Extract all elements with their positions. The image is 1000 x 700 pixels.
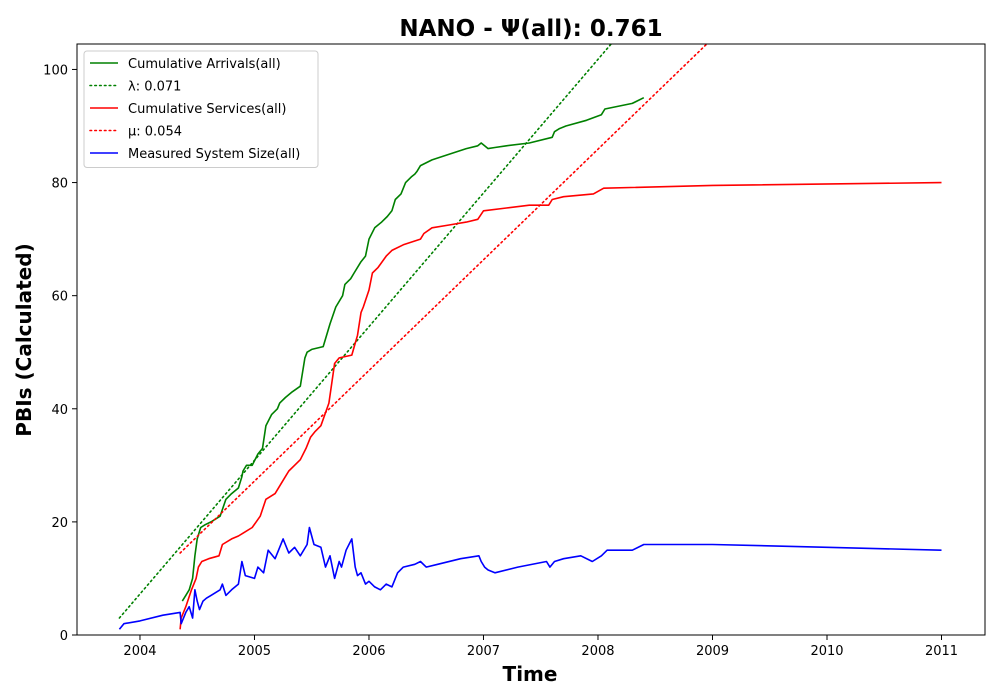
legend-label-1: λ: 0.071 [128, 80, 181, 95]
series-line-0 [181, 96, 645, 602]
y-tick-label-2: 40 [51, 403, 68, 418]
legend-label-4: Measured System Size(all) [128, 147, 300, 162]
y-tick-label-5: 100 [43, 63, 68, 78]
series-line-3 [179, 44, 708, 554]
x-tick-label-2: 2006 [352, 644, 385, 659]
x-tick-label-3: 2007 [467, 644, 500, 659]
series-layer [118, 44, 942, 630]
x-tick-label-5: 2009 [696, 644, 729, 659]
x-axis-label: Time [503, 662, 558, 686]
series-line-2 [179, 181, 942, 630]
plot-frame [76, 43, 986, 636]
y-tick-label-4: 80 [51, 177, 68, 192]
x-axis: 2004 2005 2006 2007 2008 2009 2010 2011 [123, 635, 958, 659]
legend-label-0: Cumulative Arrivals(all) [128, 57, 281, 72]
x-tick-label-1: 2005 [238, 644, 271, 659]
y-axis-label: PBIs (Calculated) [12, 243, 36, 436]
y-axis: 0 20 40 60 80 100 [43, 63, 77, 644]
legend: Cumulative Arrivals(all) λ: 0.071 Cumulati… [83, 50, 319, 168]
x-tick-label-0: 2004 [123, 644, 156, 659]
y-tick-label-3: 60 [51, 290, 68, 305]
series-line-4 [118, 526, 942, 630]
x-tick-label-6: 2010 [810, 644, 843, 659]
y-tick-label-1: 20 [51, 516, 68, 531]
chart-title: NANO - Ψ(all): 0.761 [399, 16, 662, 42]
x-tick-label-4: 2008 [581, 644, 614, 659]
legend-label-2: Cumulative Services(all) [128, 102, 286, 117]
y-tick-label-0: 0 [60, 629, 68, 644]
legend-label-3: μ: 0.054 [128, 125, 182, 140]
legend-box [83, 50, 319, 168]
x-tick-label-7: 2011 [925, 644, 958, 659]
series-line-1 [118, 44, 613, 619]
